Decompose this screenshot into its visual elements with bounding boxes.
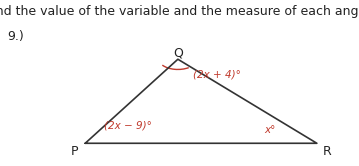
Text: (2x + 4)°: (2x + 4)° — [193, 69, 241, 79]
Text: Q: Q — [173, 46, 183, 59]
Text: (2x − 9)°: (2x − 9)° — [104, 120, 152, 130]
Text: x°: x° — [264, 125, 276, 135]
Text: R: R — [323, 145, 332, 158]
Text: Find the value of the variable and the measure of each angle.: Find the value of the variable and the m… — [0, 5, 359, 18]
Text: 9.): 9.) — [7, 30, 24, 43]
Text: P: P — [71, 145, 78, 158]
